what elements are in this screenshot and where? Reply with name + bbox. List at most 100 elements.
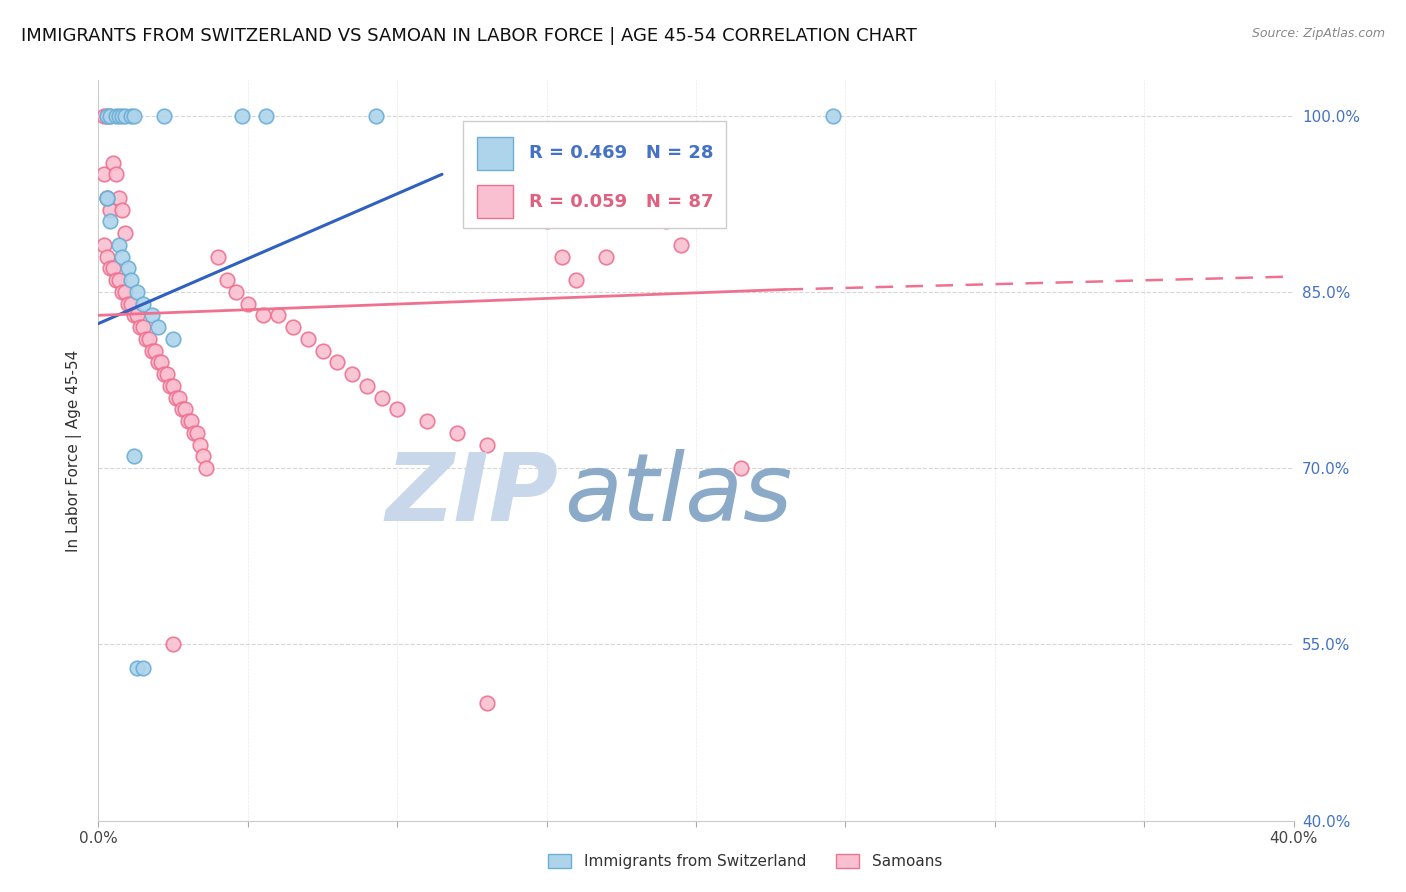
Point xyxy=(550,250,572,264)
Point xyxy=(127,308,149,322)
Point xyxy=(183,425,205,440)
Point xyxy=(98,261,122,276)
Point xyxy=(153,109,176,123)
Point xyxy=(124,450,146,464)
Point xyxy=(172,402,194,417)
Point xyxy=(730,461,752,475)
Point xyxy=(267,308,290,322)
Point xyxy=(108,109,131,123)
Point xyxy=(93,237,115,252)
Point xyxy=(93,167,115,181)
Point xyxy=(132,320,155,334)
Point xyxy=(129,320,152,334)
Point xyxy=(120,109,142,123)
Point xyxy=(297,332,319,346)
Point xyxy=(96,191,118,205)
Point xyxy=(174,402,197,417)
Point xyxy=(132,296,155,310)
Point xyxy=(153,367,176,381)
Point xyxy=(96,191,118,205)
Point xyxy=(655,214,678,228)
Point xyxy=(124,109,146,123)
Point xyxy=(565,273,588,287)
Point xyxy=(111,250,134,264)
Point xyxy=(371,391,394,405)
Point xyxy=(141,343,163,358)
Point xyxy=(108,237,131,252)
Text: R = 0.469   N = 28: R = 0.469 N = 28 xyxy=(529,145,713,162)
Point xyxy=(105,109,128,123)
FancyBboxPatch shape xyxy=(477,136,513,169)
Point xyxy=(254,109,277,123)
Point xyxy=(117,261,139,276)
Point xyxy=(356,379,378,393)
Point xyxy=(311,343,333,358)
Text: ZIP: ZIP xyxy=(385,449,558,541)
Point xyxy=(366,109,388,123)
Point xyxy=(120,273,142,287)
Text: IMMIGRANTS FROM SWITZERLAND VS SAMOAN IN LABOR FORCE | AGE 45-54 CORRELATION CHA: IMMIGRANTS FROM SWITZERLAND VS SAMOAN IN… xyxy=(21,27,917,45)
Point xyxy=(225,285,247,299)
FancyBboxPatch shape xyxy=(477,185,513,219)
Point xyxy=(96,109,118,123)
Point xyxy=(156,367,179,381)
Point xyxy=(117,296,139,310)
Point xyxy=(120,296,142,310)
Point xyxy=(114,285,136,299)
Point xyxy=(96,250,118,264)
Point xyxy=(475,696,498,710)
Y-axis label: In Labor Force | Age 45-54: In Labor Force | Age 45-54 xyxy=(66,350,83,551)
Text: Source: ZipAtlas.com: Source: ZipAtlas.com xyxy=(1251,27,1385,40)
Text: R = 0.059   N = 87: R = 0.059 N = 87 xyxy=(529,193,713,211)
Point xyxy=(124,308,146,322)
Legend: Immigrants from Switzerland, Samoans: Immigrants from Switzerland, Samoans xyxy=(543,848,948,875)
Point xyxy=(96,109,118,123)
Point xyxy=(162,637,184,651)
Text: atlas: atlas xyxy=(565,450,793,541)
Point xyxy=(446,425,468,440)
Point xyxy=(207,250,229,264)
Point xyxy=(96,191,118,205)
Point xyxy=(159,379,181,393)
Point xyxy=(135,332,157,346)
Point xyxy=(536,214,558,228)
Point xyxy=(188,437,211,451)
Point xyxy=(342,367,364,381)
Point xyxy=(148,320,170,334)
Point xyxy=(105,167,128,181)
Point xyxy=(150,355,173,369)
Point xyxy=(823,109,845,123)
Point xyxy=(103,261,125,276)
Point xyxy=(177,414,200,428)
Point xyxy=(475,437,498,451)
Point xyxy=(231,109,253,123)
Point xyxy=(132,661,155,675)
Point xyxy=(98,214,122,228)
Point xyxy=(195,461,218,475)
Point xyxy=(162,379,184,393)
Point xyxy=(281,320,304,334)
Point xyxy=(103,155,125,169)
Point xyxy=(127,661,149,675)
Point xyxy=(114,109,136,123)
Point xyxy=(191,450,214,464)
Point xyxy=(186,425,208,440)
Point xyxy=(98,109,122,123)
Point xyxy=(111,109,134,123)
Point xyxy=(93,109,115,123)
Point xyxy=(138,332,160,346)
FancyBboxPatch shape xyxy=(463,121,725,228)
Point xyxy=(114,226,136,240)
Point xyxy=(252,308,274,322)
Point xyxy=(111,202,134,217)
Point xyxy=(98,202,122,217)
Point xyxy=(141,308,163,322)
Point xyxy=(165,391,187,405)
Point xyxy=(595,250,617,264)
Point xyxy=(669,237,692,252)
Point xyxy=(105,273,128,287)
Point xyxy=(108,273,131,287)
Point xyxy=(326,355,349,369)
Point xyxy=(143,343,166,358)
Point xyxy=(98,109,122,123)
